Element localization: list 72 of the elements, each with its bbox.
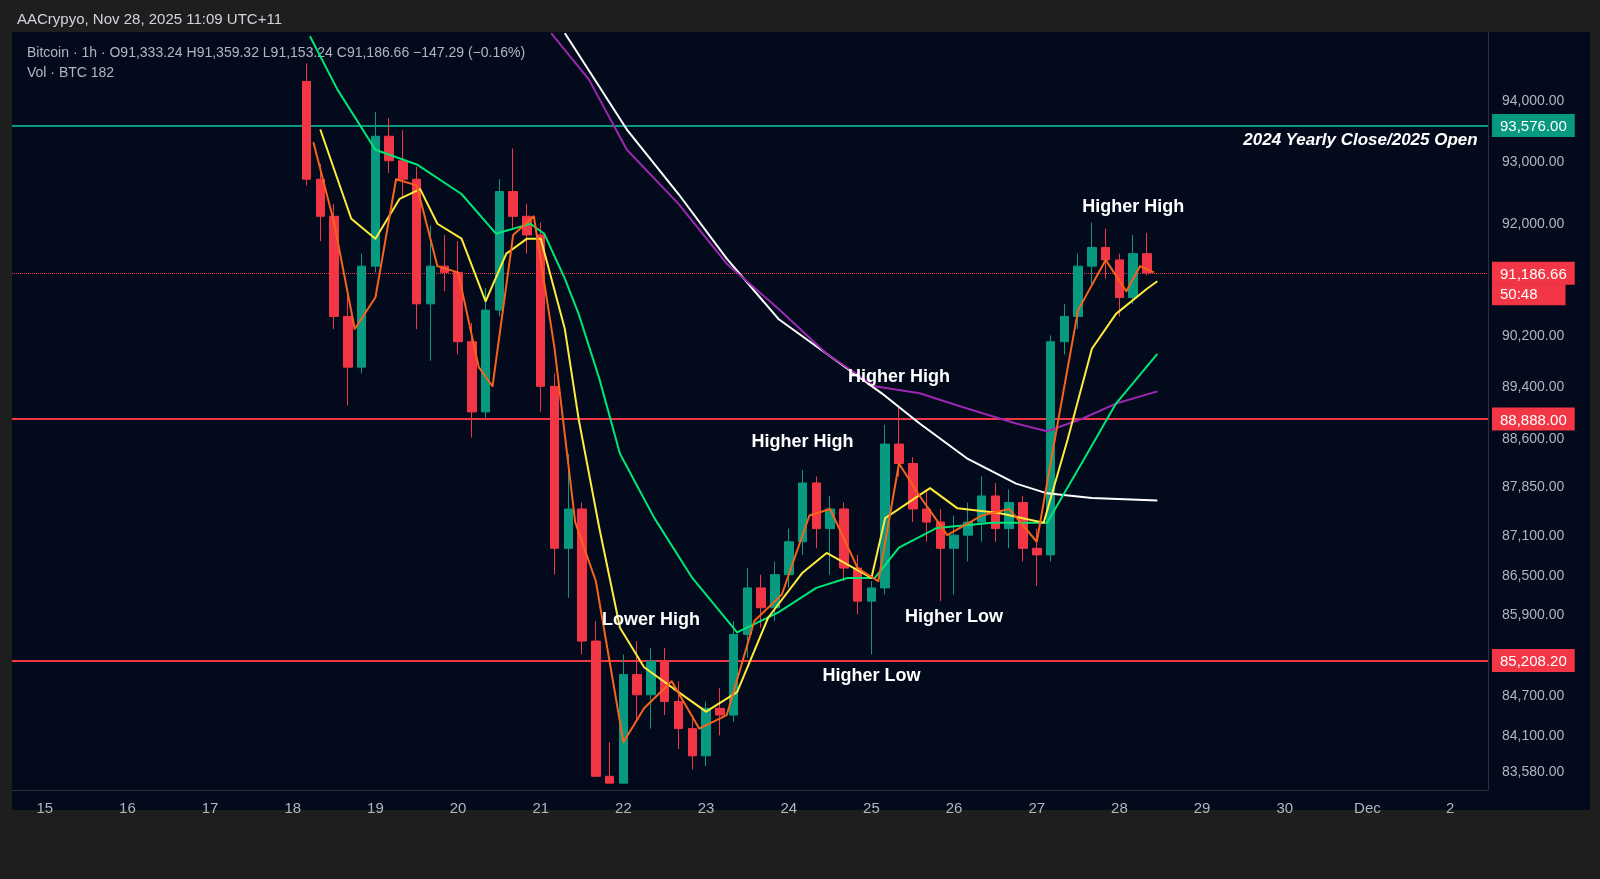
y-tick-label: 87,100.00	[1502, 527, 1565, 544]
y-tick-label: 89,400.00	[1502, 378, 1565, 395]
candlestick	[756, 574, 766, 629]
candlestick	[798, 469, 807, 556]
y-tick-label: 94,000.00	[1502, 91, 1565, 108]
annotation: Higher High	[1082, 195, 1185, 216]
candlestick	[605, 741, 614, 784]
y-tick-label: 93,000.00	[1502, 152, 1565, 169]
annotation: 2024 Yearly Close/2025 Open	[1242, 130, 1478, 150]
candlestick	[784, 528, 794, 589]
x-tick-label: 2	[1445, 799, 1455, 816]
candlestick	[316, 163, 325, 242]
candlestick	[357, 253, 366, 375]
x-tick-label: 24	[780, 799, 798, 816]
candlestick	[302, 62, 311, 186]
candlestick	[867, 580, 876, 655]
y-tick-label: 85,900.00	[1502, 606, 1565, 623]
y-tick-label: 92,000.00	[1502, 214, 1565, 231]
candlestick	[701, 701, 711, 767]
annotation: 50:48	[1500, 285, 1538, 303]
candlestick	[384, 117, 394, 174]
x-tick-label: 16	[119, 799, 136, 816]
candlestick	[577, 501, 587, 655]
annotation: Higher Low	[822, 665, 922, 686]
candlestick	[426, 225, 435, 362]
candlestick	[674, 680, 683, 750]
candlestick	[564, 453, 573, 599]
y-tick-label: 83,580.00	[1502, 762, 1565, 779]
candlestick	[949, 515, 959, 596]
x-tick-label: 23	[697, 799, 715, 816]
candlestick	[619, 653, 628, 784]
y-tick-label: 84,100.00	[1502, 727, 1565, 744]
y-tick-label: 90,200.00	[1502, 327, 1565, 344]
y-tick-label: 87,850.00	[1502, 478, 1565, 495]
x-tick-label: 21	[532, 799, 550, 816]
ref-line-label: 85,208.20	[1500, 652, 1567, 670]
candlestick	[508, 147, 518, 230]
candlestick	[481, 287, 490, 419]
x-tick-label: 20	[449, 799, 467, 816]
candlestick	[1060, 303, 1069, 355]
x-tick-label: 26	[945, 799, 963, 816]
candlestick	[646, 647, 656, 730]
candlestick	[715, 687, 725, 736]
x-tick-label: 19	[367, 799, 384, 816]
ref-line-label: 91,186.66	[1500, 264, 1567, 282]
annotation: Vol · BTC 182	[27, 64, 115, 80]
candlestick	[743, 567, 752, 659]
ref-line-label: 88,888.00	[1500, 410, 1567, 428]
ref-line-label: 93,576.00	[1500, 116, 1567, 134]
x-tick-label: 27	[1028, 799, 1046, 816]
y-tick-label: 88,600.00	[1502, 429, 1565, 446]
x-tick-label: 30	[1276, 799, 1294, 816]
y-tick-label: 84,700.00	[1502, 686, 1565, 703]
x-tick-label: 15	[36, 799, 54, 816]
candlestick	[495, 178, 504, 317]
x-tick-label: 28	[1111, 799, 1128, 816]
x-tick-label: 17	[201, 799, 219, 816]
candlestick	[1032, 528, 1042, 587]
y-tick-label: 86,500.00	[1502, 566, 1565, 583]
x-tick-label: 29	[1193, 799, 1211, 816]
candlestick	[398, 129, 408, 199]
candlestick	[1087, 222, 1097, 286]
annotation: Higher Low	[905, 605, 1005, 626]
x-tick-label: 25	[863, 799, 880, 816]
annotation: Higher High	[751, 430, 854, 451]
candlestick	[812, 475, 821, 549]
x-tick-label: Dec	[1354, 799, 1382, 816]
chart-title: AACrypyo, Nov 28, 2025 11:09 UTC+11	[17, 10, 283, 27]
candlestick	[1073, 253, 1083, 330]
candlestick	[1128, 234, 1138, 305]
x-tick-label: 18	[284, 799, 302, 816]
x-tick-label: 22	[615, 799, 632, 816]
